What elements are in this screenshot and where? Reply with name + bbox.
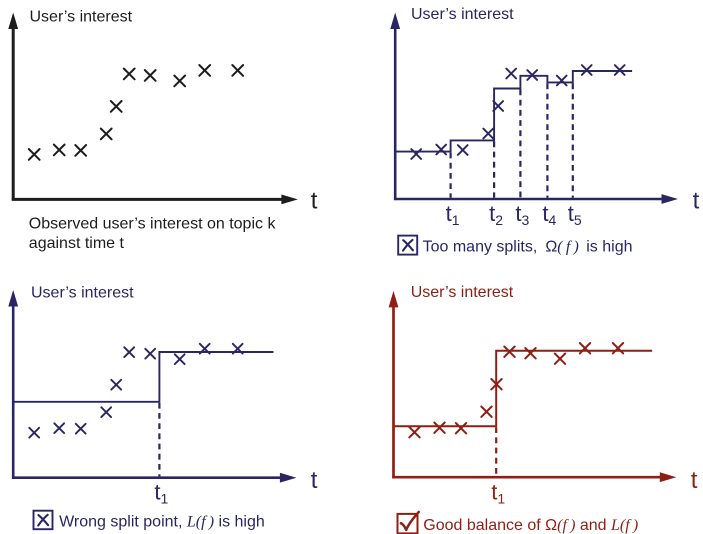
svg-text:User’s interest: User’s interest [30,9,133,26]
svg-text:Good balance of Ω(f ) and L(f: Good balance of Ω(f ) and L(f ) [423,517,638,534]
svg-text:Wrong split point, L(f ) is hi: Wrong split point, L(f ) is high [59,514,265,531]
svg-text:t: t [691,467,698,494]
svg-text:t: t [693,187,700,214]
svg-text:t: t [311,187,318,214]
svg-text:Too many splits,Ω( f ) is high: Too many splits, Ω( f ) is high [423,239,633,256]
svg-text:User’s interest: User’s interest [31,284,134,301]
svg-text:Observed user’s interest on to: Observed user’s interest on topic k [29,216,277,233]
svg-text:against time t: against time t [29,235,125,252]
svg-text:User’s interest: User’s interest [411,6,514,23]
svg-text:t: t [311,467,318,494]
svg-text:User’s interest: User’s interest [411,284,514,301]
